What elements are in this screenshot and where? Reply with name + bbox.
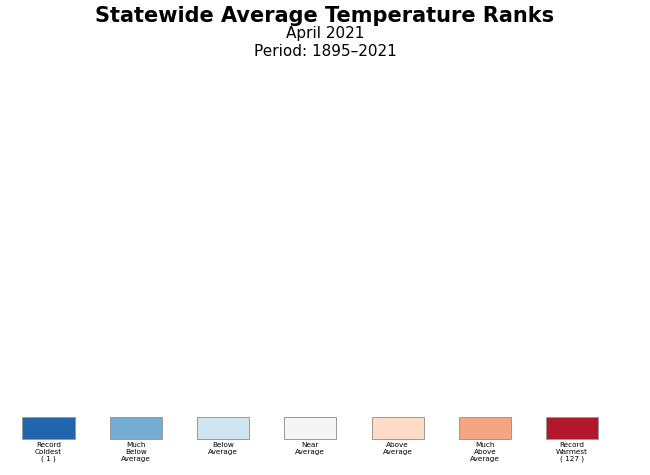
- Text: April 2021: April 2021: [286, 26, 364, 41]
- Text: Record
Coldest
( 1 ): Record Coldest ( 1 ): [35, 442, 62, 462]
- Bar: [372, 417, 424, 439]
- Bar: [110, 417, 162, 439]
- Bar: [459, 417, 511, 439]
- Text: Near
Average: Near Average: [295, 442, 325, 455]
- Text: Much
Above
Average: Much Above Average: [470, 442, 500, 462]
- Bar: [197, 417, 249, 439]
- Bar: [284, 417, 337, 439]
- Text: Much
Below
Average: Much Below Average: [121, 442, 151, 462]
- Text: Statewide Average Temperature Ranks: Statewide Average Temperature Ranks: [96, 6, 554, 26]
- Bar: [546, 417, 598, 439]
- Text: Record
Warmest
( 127 ): Record Warmest ( 127 ): [556, 442, 588, 462]
- Bar: [22, 417, 75, 439]
- Text: Above
Average: Above Average: [383, 442, 413, 455]
- Text: Below
Average: Below Average: [208, 442, 238, 455]
- Text: Period: 1895–2021: Period: 1895–2021: [254, 44, 396, 59]
